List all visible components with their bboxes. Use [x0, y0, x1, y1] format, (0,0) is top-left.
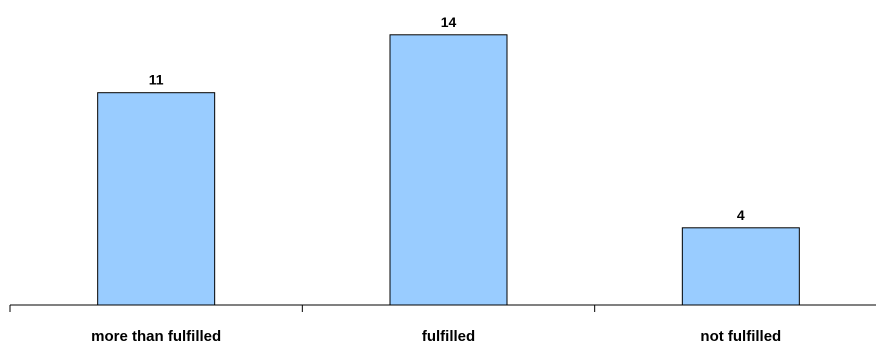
data-label: 11: [149, 72, 164, 88]
bar-fulfilled: [389, 34, 508, 306]
bar-not-fulfilled: [681, 227, 800, 306]
data-label: 14: [441, 14, 457, 30]
data-label: 4: [737, 207, 745, 223]
bar-more-than-fulfilled: [97, 92, 216, 306]
category-label: fulfilled: [422, 328, 475, 345]
category-label: not fulfilled: [700, 328, 781, 345]
category-label: more than fulfilled: [91, 328, 221, 345]
plot-area: 11 more than fulfilled 14 fulfilled 4 not ful…: [9, 14, 876, 345]
